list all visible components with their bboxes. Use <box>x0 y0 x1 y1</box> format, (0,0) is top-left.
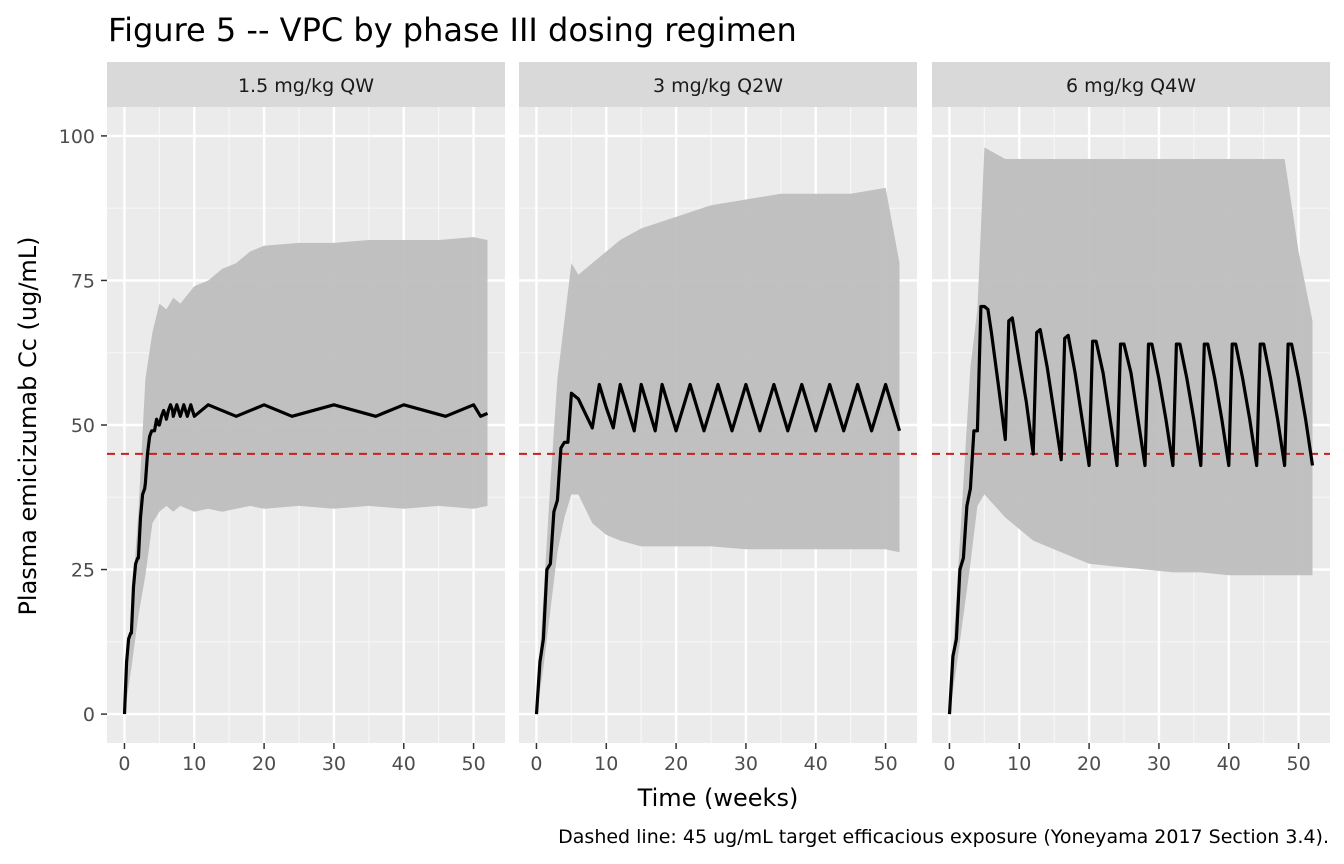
x-tick-label: 0 <box>530 753 542 775</box>
facet-strip-label: 1.5 mg/kg QW <box>238 75 374 97</box>
x-tick-label: 40 <box>804 753 828 775</box>
x-tick-label: 10 <box>1007 753 1031 775</box>
x-tick-label: 10 <box>594 753 618 775</box>
facet-panel: 6 mg/kg Q4W 0 10 20 30 40 50 <box>932 62 1330 775</box>
median-line <box>534 382 902 715</box>
y-tick-label: 50 <box>71 415 95 437</box>
x-axis-label: Time (weeks) <box>637 784 799 812</box>
median-line <box>947 304 1315 715</box>
x-tick-label: 30 <box>734 753 758 775</box>
x-tick-label: 20 <box>252 753 276 775</box>
facet-strip-label: 3 mg/kg Q2W <box>653 75 783 97</box>
x-tick-label: 50 <box>1286 753 1310 775</box>
y-tick-label: 100 <box>59 126 95 148</box>
y-tick-label: 0 <box>83 704 95 726</box>
x-tick-label: 10 <box>182 753 206 775</box>
facet-strip-label: 6 mg/kg Q4W <box>1066 75 1196 97</box>
x-tick-label: 0 <box>118 753 130 775</box>
prediction-band <box>536 187 900 715</box>
y-tick-label: 75 <box>71 270 95 292</box>
caption: Dashed line: 45 ug/mL target efficacious… <box>558 826 1329 848</box>
facet-panel: 3 mg/kg Q2W 0 10 20 30 40 50 <box>519 62 917 775</box>
facet-panel: 1.5 mg/kg QW 0 10 20 30 40 50 <box>107 62 505 775</box>
median-line <box>122 403 489 715</box>
facet-strip <box>932 62 1330 107</box>
y-tick-label: 25 <box>71 560 95 582</box>
prediction-band <box>124 237 488 715</box>
x-tick-label: 40 <box>1217 753 1241 775</box>
chart-title: Figure 5 -- VPC by phase III dosing regi… <box>108 11 797 49</box>
x-tick-label: 40 <box>392 753 416 775</box>
facet-strip <box>107 62 505 107</box>
x-tick-label: 0 <box>943 753 955 775</box>
y-axis: 0 25 50 75 100 <box>59 126 107 726</box>
x-tick-label: 30 <box>1147 753 1171 775</box>
x-tick-label: 50 <box>461 753 485 775</box>
x-tick-label: 50 <box>873 753 897 775</box>
facet-strip <box>519 62 917 107</box>
x-tick-label: 20 <box>664 753 688 775</box>
prediction-band <box>949 147 1313 715</box>
y-axis-label: Plasma emicizumab Cc (ug/mL) <box>14 236 42 615</box>
x-tick-label: 20 <box>1077 753 1101 775</box>
x-tick-label: 30 <box>322 753 346 775</box>
